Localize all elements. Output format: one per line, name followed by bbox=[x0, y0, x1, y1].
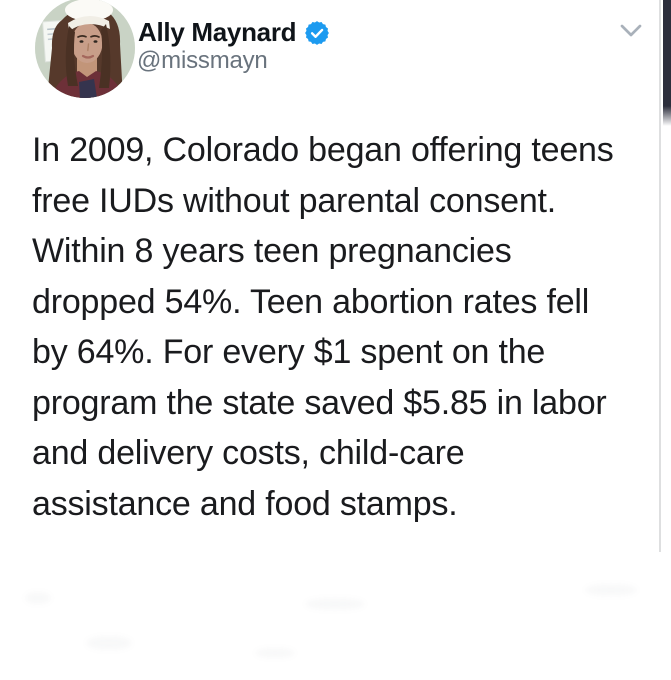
artifact-smudge bbox=[585, 584, 637, 596]
tweet-text-line: assistance and food stamps. bbox=[32, 484, 458, 523]
tweet-text-line: Within 8 years teen pregnancies bbox=[32, 232, 512, 270]
tweet-text: In 2009, Colorado began offering teens f… bbox=[32, 125, 642, 529]
author-name[interactable]: Ally Maynard bbox=[138, 17, 297, 47]
tweet-text-line: by 64%. For every $1 spent on the bbox=[32, 333, 546, 371]
tweet-text-line: In 2009, Colorado began offering teens bbox=[32, 131, 614, 169]
tweet-text-line: dropped 54%. Teen abortion rates fell bbox=[32, 282, 590, 321]
tweet-text-line: program the state saved $5.85 in labor bbox=[32, 383, 607, 422]
author-row: Ally Maynard bbox=[138, 17, 330, 47]
chevron-down-icon[interactable] bbox=[620, 24, 642, 38]
author-handle[interactable]: @missmayn bbox=[137, 47, 268, 74]
tweet-text-line: free IUDs without parental consent. bbox=[32, 181, 557, 220]
avatar-illustration bbox=[35, 0, 135, 98]
artifact-smudge bbox=[305, 598, 365, 610]
screenshot-edge-line bbox=[659, 0, 661, 552]
artifact-smudge bbox=[25, 592, 51, 604]
avatar[interactable] bbox=[35, 0, 135, 98]
verified-badge-icon bbox=[305, 20, 330, 45]
tweet-text-line: and delivery costs, child-care bbox=[32, 434, 465, 472]
artifact-smudge bbox=[255, 648, 295, 658]
screenshot-edge-bar bbox=[663, 0, 671, 126]
artifact-smudge bbox=[86, 636, 132, 650]
